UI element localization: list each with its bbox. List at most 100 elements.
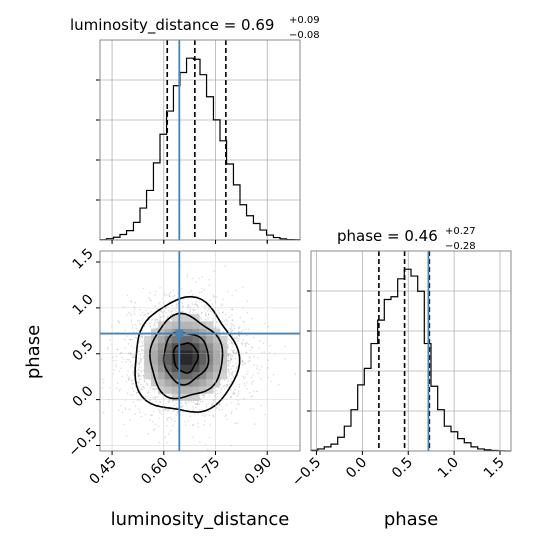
- joint-sample-point: [141, 371, 143, 373]
- joint-sample-point: [213, 326, 216, 328]
- joint-sample-point: [253, 364, 255, 366]
- joint-sample-point: [141, 350, 143, 352]
- joint-sample-point: [129, 338, 132, 341]
- joint-density-cell: [164, 386, 173, 394]
- joint-sample-point: [227, 357, 230, 360]
- joint-sample-point: [112, 360, 115, 362]
- joint-sample-point: [102, 381, 105, 384]
- joint-sample-point: [157, 396, 159, 398]
- joint-sample-point: [232, 323, 234, 326]
- joint-sample-point: [174, 420, 176, 423]
- joint-density-panel: −0.5 0.0 0.5 1.0 1.5 0.45 0.60 0.75 0.90: [65, 246, 301, 488]
- joint-density-cell: [185, 371, 193, 380]
- joint-sample-point: [167, 433, 170, 435]
- joint-sample-point: [166, 394, 168, 396]
- joint-sample-point: [141, 385, 144, 388]
- joint-sample-point: [258, 347, 260, 349]
- joint-sample-point: [124, 408, 127, 411]
- joint-sample-point: [115, 363, 117, 366]
- joint-sample-point: [115, 365, 117, 368]
- joint-sample-point: [127, 376, 129, 379]
- joint-sample-point: [187, 420, 190, 422]
- joint-sample-point: [129, 394, 132, 397]
- joint-sample-point: [138, 369, 140, 372]
- joint-sample-point: [137, 382, 140, 384]
- joint-density-cell: [164, 321, 173, 329]
- joint-sample-point: [149, 292, 151, 294]
- joint-sample-point: [154, 398, 156, 400]
- joint-density-cell: [206, 371, 214, 380]
- joint-sample-point: [157, 409, 159, 411]
- joint-density-cell: [185, 343, 193, 351]
- joint-sample-point: [122, 306, 125, 308]
- joint-sample-point: [134, 323, 136, 326]
- joint-sample-point: [267, 376, 270, 379]
- joint-sample-point: [180, 406, 182, 409]
- joint-sample-point: [245, 328, 247, 330]
- joint-sample-point: [173, 404, 175, 406]
- joint-sample-point: [132, 371, 135, 374]
- joint-sample-point: [164, 294, 166, 297]
- joint-sample-point: [247, 360, 250, 363]
- joint-sample-point: [201, 414, 203, 417]
- joint-sample-point: [143, 380, 146, 383]
- joint-ytick-label: 1.0: [70, 292, 97, 319]
- joint-sample-point: [139, 322, 141, 325]
- joint-sample-point: [137, 374, 140, 377]
- joint-sample-point: [222, 385, 225, 388]
- joint-sample-point: [160, 413, 162, 415]
- joint-sample-point: [207, 308, 210, 310]
- joint-sample-point: [251, 381, 253, 383]
- joint-sample-point: [218, 409, 221, 411]
- joint-sample-point: [154, 396, 157, 399]
- joint-sample-point: [180, 402, 183, 405]
- joint-density-cell: [206, 328, 214, 337]
- joint-density-cell: [192, 386, 200, 394]
- joint-sample-point: [168, 293, 171, 295]
- joint-sample-point: [211, 404, 213, 407]
- joint-sample-point: [172, 295, 174, 298]
- phase-frame: [310, 250, 512, 452]
- joint-sample-point: [130, 379, 133, 381]
- joint-sample-point: [181, 302, 183, 304]
- joint-sample-point: [127, 370, 129, 373]
- joint-sample-point: [253, 423, 256, 425]
- joint-sample-point: [149, 419, 151, 422]
- joint-sample-point: [169, 416, 172, 419]
- joint-sample-point: [161, 311, 163, 313]
- joint-sample-point: [154, 305, 157, 308]
- joint-sample-point: [231, 335, 234, 338]
- joint-sample-point: [136, 392, 138, 394]
- joint-sample-point: [131, 382, 133, 385]
- joint-sample-point: [204, 414, 206, 416]
- joint-sample-point: [133, 347, 136, 350]
- joint-sample-point: [156, 319, 158, 321]
- joint-sample-point: [132, 382, 134, 385]
- joint-sample-point: [212, 294, 215, 297]
- joint-sample-point: [248, 343, 250, 346]
- joint-density-cell: [206, 357, 214, 365]
- joint-sample-point: [137, 381, 139, 383]
- joint-sample-point: [133, 354, 135, 356]
- joint-sample-point: [131, 356, 134, 358]
- title-luminosity-distance: luminosity_distance = 0.69 +0.09 −0.08: [70, 15, 320, 41]
- joint-sample-point: [260, 404, 263, 407]
- joint-sample-point: [204, 312, 207, 314]
- joint-sample-point: [156, 308, 159, 310]
- joint-sample-point: [261, 351, 263, 354]
- joint-density-cell: [157, 328, 166, 337]
- joint-sample-point: [201, 400, 204, 403]
- joint-density-cell: [220, 371, 228, 380]
- joint-sample-point: [241, 360, 244, 362]
- joint-sample-point: [234, 337, 236, 340]
- joint-sample-point: [158, 417, 160, 419]
- joint-sample-point: [168, 401, 170, 404]
- joint-sample-point: [188, 291, 191, 294]
- joint-sample-point: [245, 373, 248, 375]
- joint-density-cell: [199, 371, 207, 380]
- joint-density-cell: [164, 371, 173, 380]
- joint-sample-point: [139, 323, 142, 326]
- joint-sample-point: [284, 345, 287, 348]
- joint-sample-point: [131, 327, 134, 329]
- joint-sample-point: [195, 406, 197, 409]
